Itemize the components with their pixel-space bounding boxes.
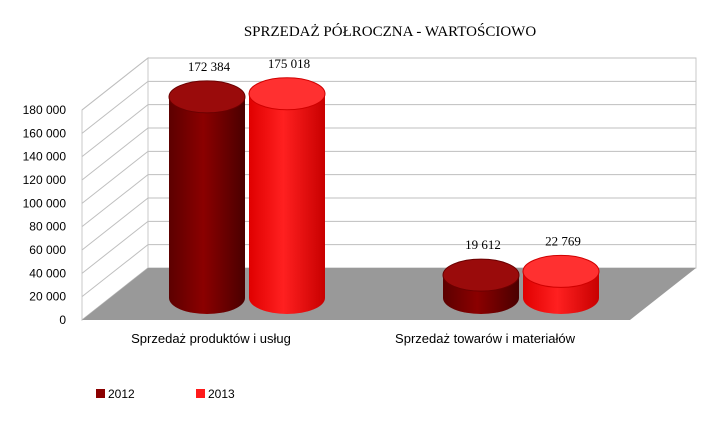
bar-body: [249, 93, 325, 314]
y-tick-label: 60 000: [29, 243, 66, 257]
bar: [168, 80, 246, 314]
legend-label: 2013: [208, 387, 235, 401]
y-tick-label: 20 000: [29, 290, 66, 304]
y-tick-label: 120 000: [23, 173, 67, 187]
legend-label: 2012: [108, 387, 135, 401]
data-label: 22 769: [545, 233, 581, 248]
data-labels: 172 384 175 018 19 612 22 769: [188, 56, 581, 252]
y-tick-label: 0: [59, 313, 66, 327]
gridline: [81, 197, 696, 251]
y-tick-label: 180 000: [23, 103, 67, 117]
chart-title: SPRZEDAŻ PÓŁROCZNA - WARTOŚCIOWO: [244, 23, 536, 40]
gridline: [81, 220, 696, 274]
data-label: 19 612: [465, 237, 501, 252]
y-tick-label: 40 000: [29, 266, 66, 280]
y-tick-label: 80 000: [29, 220, 66, 234]
bar: [442, 258, 520, 314]
gridline: [81, 80, 696, 134]
bar-top: [522, 254, 600, 288]
data-label: 175 018: [268, 56, 310, 71]
gridline: [81, 150, 696, 204]
category-labels: Sprzedaż produktów i usług Sprzedaż towar…: [131, 331, 575, 346]
gridline: [81, 104, 696, 158]
legend-swatch: [196, 389, 205, 398]
y-axis-ticks: 0 20 000 40 000 60 000 80 000 100 000 120 000 1…: [23, 103, 67, 327]
y-tick-label: 160 000: [23, 126, 67, 140]
bar-body: [169, 96, 245, 314]
bars: [168, 77, 600, 314]
legend: 2012 2013: [96, 387, 235, 401]
bar-top: [168, 80, 246, 114]
data-label: 172 384: [188, 59, 231, 74]
gridline: [81, 244, 696, 298]
category-label: Sprzedaż produktów i usług: [131, 331, 291, 346]
bar: [248, 77, 326, 314]
legend-swatch: [96, 389, 105, 398]
bar: [522, 254, 600, 314]
gridline: [81, 127, 696, 181]
category-label: Sprzedaż towarów i materiałów: [395, 331, 576, 346]
bar-top: [248, 77, 326, 111]
bar-top: [442, 258, 520, 292]
y-tick-label: 100 000: [23, 196, 67, 210]
gridlines: [81, 57, 696, 321]
y-tick-label: 140 000: [23, 150, 67, 164]
gridline: [81, 57, 696, 111]
gridline: [81, 174, 696, 228]
